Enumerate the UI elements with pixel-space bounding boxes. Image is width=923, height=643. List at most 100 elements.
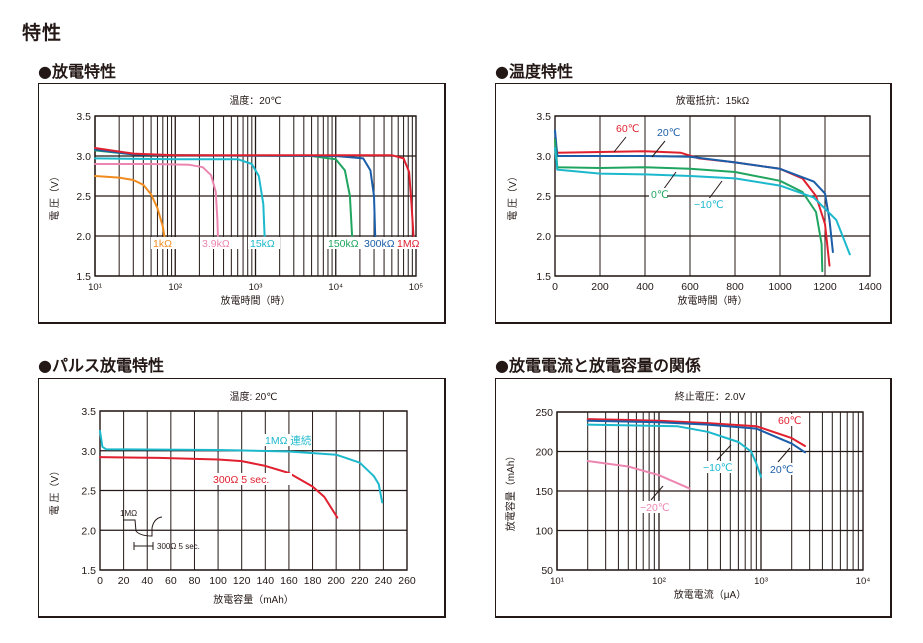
chart-current-capacity: 50 100 150 200 250 10¹ 10² 10³ 10⁴ 終止電圧：2.0V 放電電流（… bbox=[504, 390, 870, 601]
y-tick-label: 1.5 bbox=[76, 271, 91, 283]
x-tick-label: 10⁴ bbox=[328, 282, 343, 293]
y-tick-label: 3.5 bbox=[536, 111, 551, 123]
y-axis-label: 電 圧（V） bbox=[507, 171, 519, 220]
svg-text:1MΩ: 1MΩ bbox=[120, 509, 137, 518]
grid bbox=[94, 115, 416, 277]
series-line bbox=[94, 157, 266, 237]
x-tick-label: 0 bbox=[552, 281, 558, 293]
y-tick-label: 2.5 bbox=[81, 486, 96, 498]
series-line bbox=[94, 148, 377, 237]
y-axis-label: 放電容量（mAh） bbox=[504, 451, 517, 532]
series-line bbox=[99, 456, 339, 519]
x-tick-label: 200 bbox=[591, 281, 609, 293]
x-tick-label: 0 bbox=[97, 575, 103, 587]
y-tick-label: 2.0 bbox=[536, 231, 551, 243]
x-tick-label: 400 bbox=[636, 281, 654, 293]
y-axis-label: 電 圧（V） bbox=[49, 466, 61, 515]
section-title-discharge: ●放電特性 bbox=[38, 62, 116, 81]
chart-title: 放電抵抗：15kΩ bbox=[676, 94, 750, 107]
page-title: 特性 bbox=[22, 22, 63, 44]
y-tick-label: 250 bbox=[535, 407, 553, 419]
x-tick-label: 140 bbox=[257, 575, 275, 587]
series-line bbox=[586, 460, 691, 490]
chart-title: 温度：20℃ bbox=[229, 94, 281, 107]
section-title-pulse: ●パルス放電特性 bbox=[38, 356, 164, 375]
x-tick-label: 160 bbox=[280, 575, 298, 587]
x-tick-label: 10¹ bbox=[88, 282, 102, 293]
series-label: 1MΩ 連続 bbox=[265, 434, 312, 447]
x-tick-label: 180 bbox=[304, 575, 322, 587]
y-tick-label: 2.5 bbox=[536, 191, 551, 203]
x-tick-label: 60 bbox=[165, 575, 177, 587]
series-line bbox=[94, 175, 166, 237]
x-tick-label: 200 bbox=[327, 575, 345, 587]
y-tick-label: 2.5 bbox=[76, 191, 91, 203]
series-label: 20℃ bbox=[770, 464, 793, 476]
y-tick-label: 1.5 bbox=[536, 271, 551, 283]
y-tick-label: 200 bbox=[535, 447, 553, 459]
chart-title: 温度: 20℃ bbox=[230, 390, 278, 403]
x-tick-label: 10⁴ bbox=[856, 576, 871, 587]
x-tick-label: 220 bbox=[351, 575, 369, 587]
y-tick-label: 2.0 bbox=[81, 525, 96, 537]
y-axis-label: 電 圧（V） bbox=[49, 171, 61, 220]
x-tick-label: 40 bbox=[141, 575, 153, 587]
x-tick-label: 600 bbox=[681, 281, 699, 293]
y-tick-label: 3.0 bbox=[536, 151, 551, 163]
x-tick-label: 10³ bbox=[754, 576, 768, 587]
x-tick-label: 10⁵ bbox=[409, 282, 424, 293]
series-line bbox=[554, 139, 824, 273]
series-line bbox=[586, 423, 762, 478]
x-tick-label: 10² bbox=[168, 282, 182, 293]
series-line bbox=[99, 429, 384, 504]
pulse-inset-diagram: 1MΩ 300Ω 5 sec. bbox=[120, 509, 200, 551]
y-tick-label: 2.0 bbox=[76, 231, 91, 243]
panel-discharge bbox=[38, 83, 446, 324]
series-label: 300Ω 5 sec. bbox=[213, 474, 269, 486]
series-line bbox=[586, 419, 806, 454]
series-line bbox=[586, 418, 806, 447]
series-label: 1MΩ bbox=[397, 238, 420, 250]
x-tick-label: 20 bbox=[118, 575, 130, 587]
y-tick-label: 3.5 bbox=[81, 406, 96, 418]
section-title-current-capacity: ●放電電流と放電容量の関係 bbox=[495, 356, 701, 375]
x-tick-label: 100 bbox=[209, 575, 227, 587]
series-line bbox=[554, 147, 851, 256]
series-label: 3.9kΩ bbox=[202, 238, 230, 250]
x-tick-label: 10³ bbox=[249, 282, 263, 293]
x-tick-label: 120 bbox=[233, 575, 251, 587]
x-axis-label: 放電容量（mAh） bbox=[213, 593, 294, 606]
x-axis-label: 放電時間（時） bbox=[221, 294, 291, 307]
series-line bbox=[94, 147, 415, 237]
x-tick-label: 1400 bbox=[858, 281, 882, 293]
y-tick-label: 3.0 bbox=[76, 151, 91, 163]
series-label: 60℃ bbox=[616, 123, 639, 135]
series-label: 60℃ bbox=[778, 415, 801, 427]
y-tick-label: 1.5 bbox=[81, 565, 96, 577]
x-tick-label: 800 bbox=[726, 281, 744, 293]
x-tick-label: 1000 bbox=[768, 281, 792, 293]
series-label: 1kΩ bbox=[153, 238, 172, 250]
y-tick-label: 100 bbox=[535, 526, 553, 538]
x-tick-label: 240 bbox=[375, 575, 393, 587]
x-axis-label: 放電時間（時） bbox=[678, 294, 748, 307]
series-label: −20℃ bbox=[640, 502, 670, 514]
chart-title: 終止電圧：2.0V bbox=[675, 390, 746, 403]
y-tick-label: 50 bbox=[541, 565, 553, 577]
svg-text:300Ω 5 sec.: 300Ω 5 sec. bbox=[157, 542, 200, 551]
x-tick-label: 10² bbox=[652, 576, 666, 587]
x-tick-label: 80 bbox=[189, 575, 201, 587]
y-tick-label: 3.0 bbox=[81, 446, 96, 458]
series-label: 0℃ bbox=[651, 189, 669, 201]
series-label: 20℃ bbox=[657, 127, 680, 139]
section-title-temperature: ●温度特性 bbox=[495, 62, 573, 81]
grid bbox=[556, 411, 863, 571]
x-axis-label: 放電電流（μA） bbox=[674, 588, 746, 601]
y-tick-label: 150 bbox=[535, 486, 553, 498]
panel-current-capacity bbox=[495, 378, 892, 618]
series-line bbox=[554, 129, 834, 253]
series-label: −10℃ bbox=[694, 199, 724, 211]
series-label: 300kΩ bbox=[364, 238, 395, 250]
series-label: 150kΩ bbox=[328, 238, 359, 250]
